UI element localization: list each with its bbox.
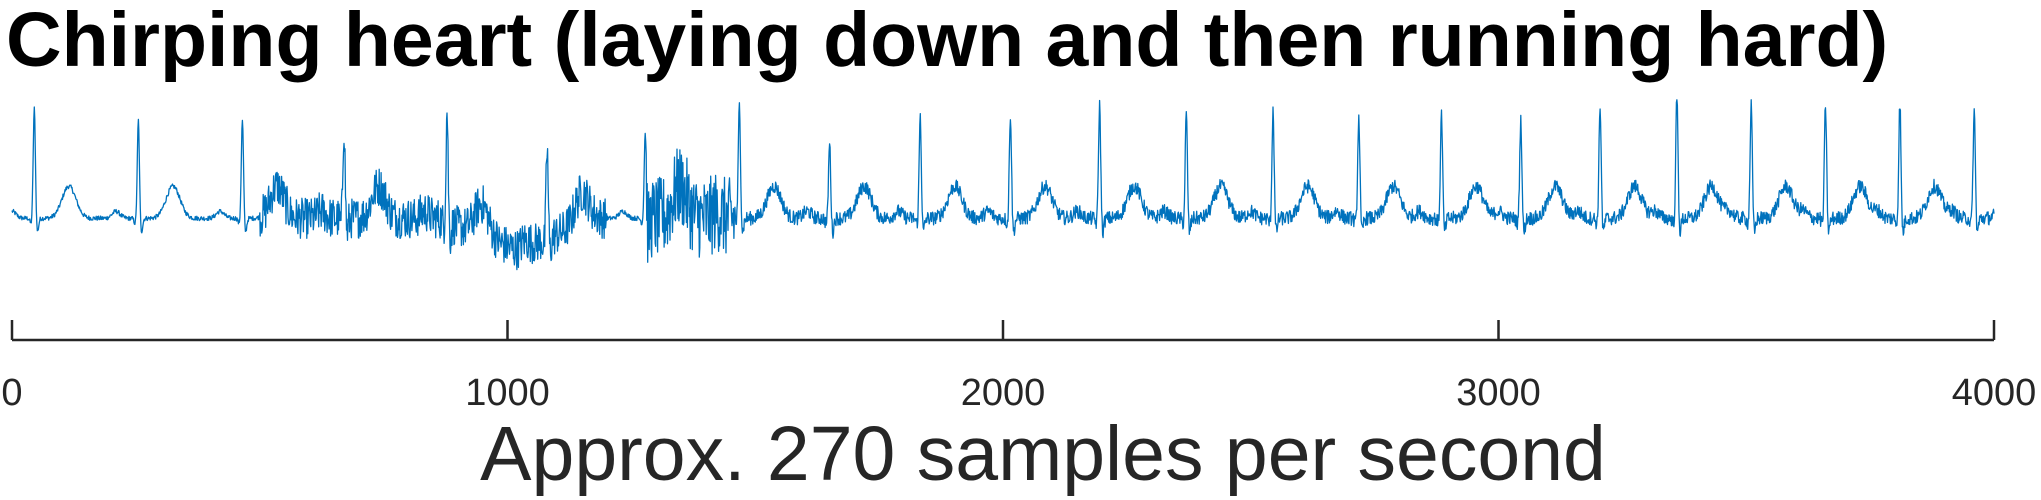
x-tick-label: 0 <box>1 372 22 414</box>
x-tick-label: 4000 <box>1952 372 2037 414</box>
ecg-trace-layer <box>11 99 1995 271</box>
chart-title: Chirping heart (laying down and then run… <box>6 0 1889 83</box>
x-tick-label: 1000 <box>465 372 550 414</box>
x-axis: 0 1000 2000 3000 4000 <box>1 320 2036 414</box>
x-tick-label: 3000 <box>1456 372 1541 414</box>
x-tick-label: 2000 <box>961 372 1046 414</box>
ecg-series-line <box>11 99 1995 271</box>
x-axis-label: Approx. 270 samples per second <box>480 411 1606 497</box>
